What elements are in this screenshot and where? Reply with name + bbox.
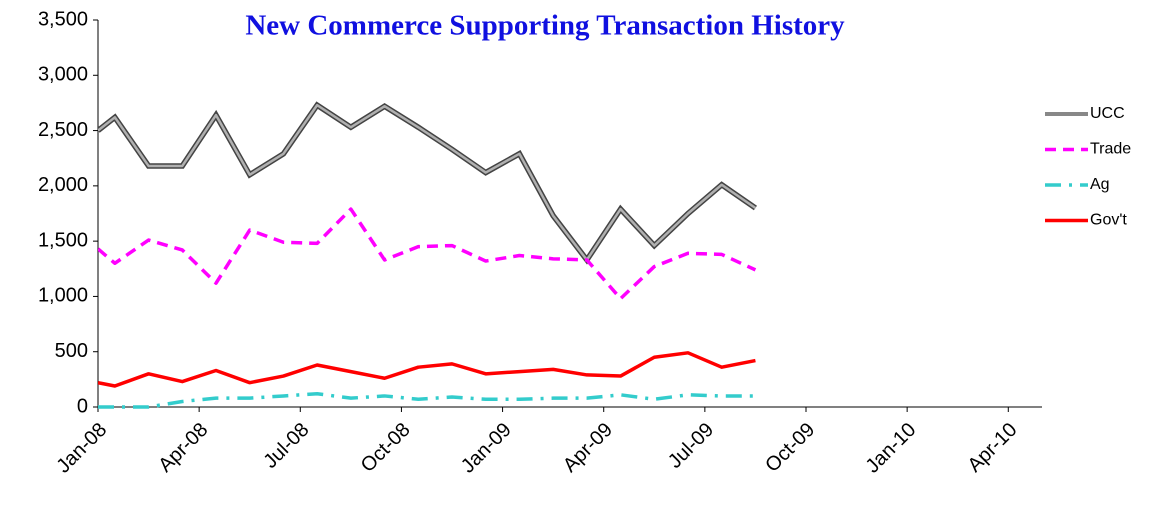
plot-area — [98, 101, 757, 409]
legend-label: Ag — [1090, 176, 1110, 193]
line — [98, 207, 757, 301]
y-tick-label: 0 — [77, 395, 88, 417]
x-tick-label: Jan-09 — [457, 419, 516, 478]
x-tick-label: Jan-10 — [862, 419, 921, 478]
x-tick-label: Apr-09 — [559, 419, 617, 477]
y-tick-label: 1,500 — [38, 229, 88, 251]
x-tick-label: Oct-08 — [357, 419, 415, 477]
chart-title: New Commerce Supporting Transaction Hist… — [245, 10, 845, 42]
legend-label: Gov't — [1090, 212, 1127, 229]
x-tick-label: Apr-08 — [154, 419, 212, 477]
line-outline — [98, 101, 757, 265]
x-tick-label: Oct-09 — [761, 419, 819, 477]
legend-label: UCC — [1090, 105, 1125, 122]
y-tick-label: 2,500 — [38, 119, 88, 141]
y-tick-label: 3,500 — [38, 8, 88, 30]
x-tick-label: Jul-08 — [259, 419, 313, 473]
line — [98, 351, 756, 388]
x-tick-label: Apr-10 — [964, 419, 1022, 477]
line — [98, 103, 757, 262]
line — [98, 391, 756, 409]
y-tick-label: 1,000 — [38, 285, 88, 307]
y-tick-label: 3,000 — [38, 64, 88, 86]
x-tick-label: Jan-08 — [52, 419, 111, 478]
y-tick-label: 500 — [55, 340, 88, 362]
y-tick-label: 2,000 — [38, 174, 88, 196]
legend-label: Trade — [1090, 141, 1131, 158]
x-tick-label: Jul-09 — [664, 419, 718, 473]
